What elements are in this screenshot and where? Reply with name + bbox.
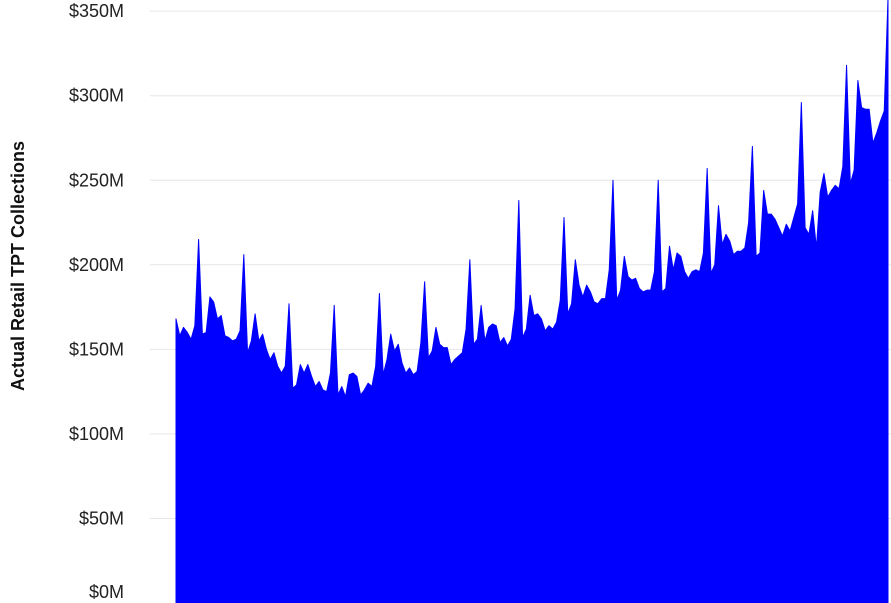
y-tick-label: $200M xyxy=(69,255,124,275)
y-tick-label: $150M xyxy=(69,339,124,359)
area-series xyxy=(175,0,889,603)
y-axis-ticks: $0M $50M $100M $150M $200M $250M $300M $350M xyxy=(69,1,124,602)
y-tick-label: $300M xyxy=(69,86,124,106)
y-tick-label: $350M xyxy=(69,1,124,21)
y-tick-label: $250M xyxy=(69,170,124,190)
y-axis-title: Actual Retail TPT Collections xyxy=(8,141,28,391)
y-tick-label: $100M xyxy=(69,424,124,444)
area-fill xyxy=(175,0,889,603)
y-tick-label: $50M xyxy=(79,508,124,528)
y-tick-label: $0M xyxy=(89,582,124,602)
